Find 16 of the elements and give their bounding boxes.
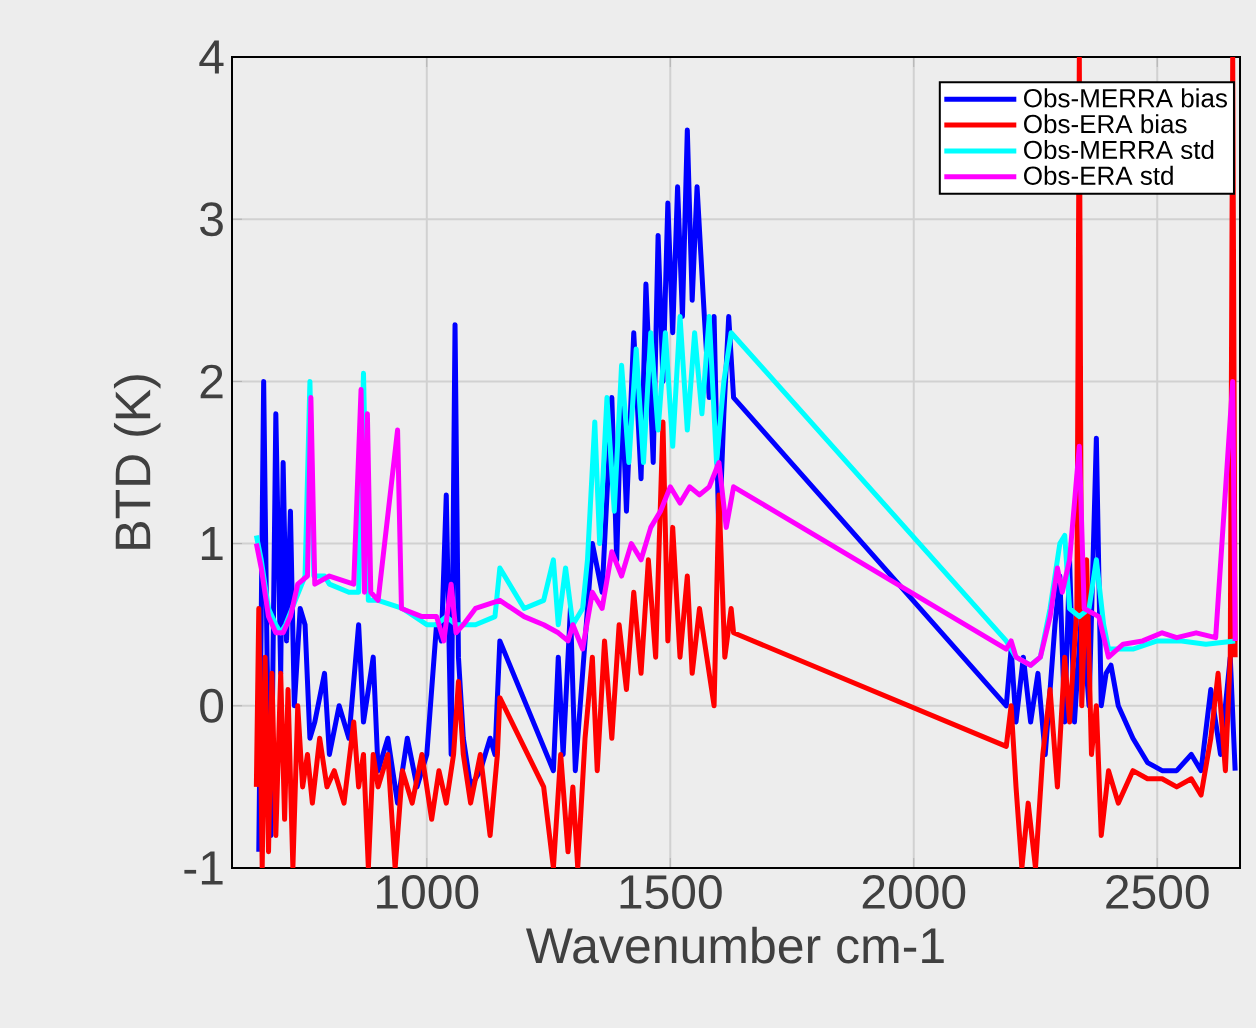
y-tick-label: -1	[184, 851, 223, 885]
x-tick-label: 2000	[862, 875, 966, 910]
y-tick-label: 1	[201, 527, 223, 561]
legend-label: Obs-MERRA std	[1024, 140, 1214, 160]
x-axis-title: Wavenumber cm-1	[525, 926, 944, 964]
y-tick-label: 3	[200, 202, 223, 237]
y-tick-label: 0	[200, 688, 224, 723]
legend-label: Obs-MERRA bias	[1024, 88, 1227, 108]
x-tick-label: 2500	[1106, 875, 1209, 910]
y-axis-title: BTD (K)	[113, 375, 161, 549]
y-tick-label: 4	[199, 40, 224, 74]
legend-label: Obs-ERA bias	[1024, 114, 1187, 134]
y-tick-label: 2	[200, 364, 223, 399]
x-tick-label: 1000	[377, 875, 479, 910]
x-tick-label: 1500	[620, 875, 722, 910]
legend-label: Obs-ERA std	[1024, 165, 1173, 185]
